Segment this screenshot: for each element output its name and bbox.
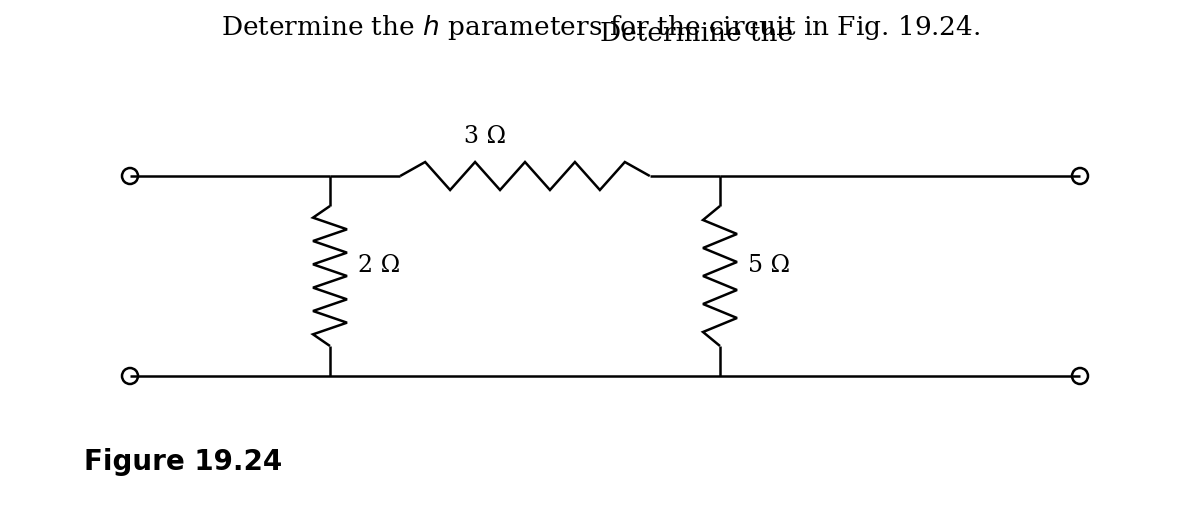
Text: 3 Ω: 3 Ω [464,125,506,148]
Text: 2 Ω: 2 Ω [358,254,401,278]
Text: Determine the: Determine the [600,21,802,46]
Text: Determine the $h$ parameters for the circuit in Fig. 19.24.: Determine the $h$ parameters for the cir… [221,13,979,42]
Text: Figure 19.24: Figure 19.24 [84,448,282,476]
Text: 5 Ω: 5 Ω [748,254,790,278]
